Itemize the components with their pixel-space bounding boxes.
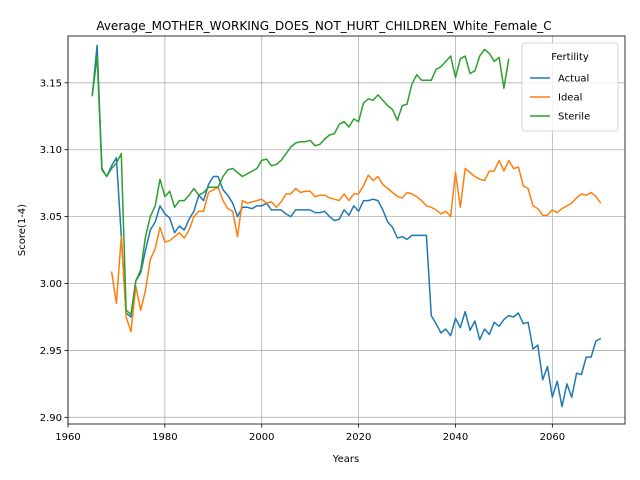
y-tick-label: 2.95 <box>40 346 62 357</box>
x-tick-label: 1960 <box>55 432 80 443</box>
y-tick-label: 3.00 <box>40 279 62 290</box>
legend-box <box>521 42 619 132</box>
series-layer <box>91 44 602 408</box>
x-axis-label: Years <box>332 454 359 465</box>
x-tick-label: 2060 <box>540 432 565 443</box>
plot-frame <box>67 35 626 425</box>
x-tick-label: 2000 <box>249 432 274 443</box>
y-axis-label: Score(1-4) <box>17 204 28 256</box>
series-line-ideal <box>110 159 602 333</box>
y-tick-label: 2.90 <box>40 413 62 424</box>
x-tick-label: 2040 <box>443 432 468 443</box>
chart-title: Average_MOTHER_WORKING_DOES_NOT_HURT_CHI… <box>96 19 551 33</box>
legend-label-ideal: Ideal <box>558 93 582 104</box>
x-tick-label: 2020 <box>346 432 371 443</box>
series-line-actual <box>91 44 602 408</box>
legend-label-sterile: Sterile <box>558 112 590 123</box>
y-tick-label: 3.10 <box>40 145 62 156</box>
y-tick-label: 3.15 <box>40 78 62 89</box>
legend-label-actual: Actual <box>558 74 589 85</box>
legend: Fertility Actual Ideal Sterile <box>521 42 619 132</box>
y-tick-label: 3.05 <box>40 212 62 223</box>
series-line-sterile <box>91 48 510 316</box>
legend-items: Actual Ideal Sterile <box>530 74 590 123</box>
legend-title: Fertility <box>551 52 589 63</box>
grid-lines <box>67 36 625 424</box>
x-tick-label: 1980 <box>152 432 177 443</box>
axis-ticks: 1960 1980 2000 2020 2040 2060 2.90 2.95 3.00 3.05… <box>40 78 565 443</box>
